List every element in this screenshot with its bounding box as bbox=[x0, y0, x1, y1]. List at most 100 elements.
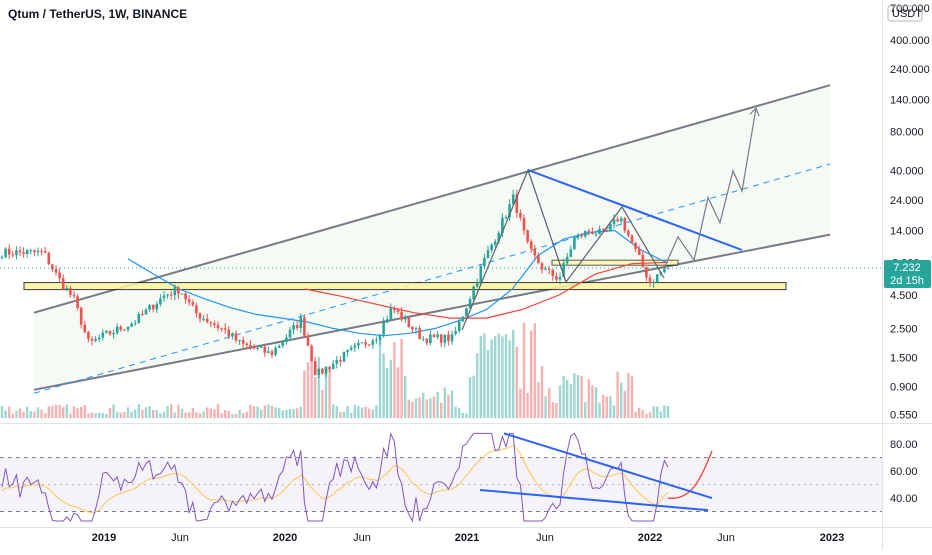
candle-body bbox=[119, 326, 123, 330]
candle-body bbox=[313, 361, 317, 375]
resistance-zone-box[interactable] bbox=[551, 259, 679, 266]
candle-body bbox=[418, 328, 421, 339]
descending-trendline[interactable] bbox=[527, 169, 743, 251]
volume-bar bbox=[346, 406, 349, 418]
channel-lower-line[interactable] bbox=[33, 233, 831, 391]
volume-bar bbox=[238, 409, 241, 418]
volume-bar bbox=[8, 406, 11, 418]
candle-body bbox=[360, 342, 364, 344]
volume-bar bbox=[213, 409, 216, 418]
rsi-line bbox=[1, 431, 669, 523]
candle-body bbox=[195, 305, 198, 314]
candle-body bbox=[594, 234, 598, 235]
price-tick-label: 2.500 bbox=[890, 323, 918, 335]
candle-body bbox=[555, 276, 558, 280]
chart-title: Qtum / TetherUS, 1W, BINANCE bbox=[8, 7, 188, 21]
rsi-descending-trendline[interactable] bbox=[503, 432, 713, 500]
volume-bar bbox=[483, 333, 486, 418]
volume-bar bbox=[33, 411, 36, 418]
volume-bar bbox=[443, 387, 446, 418]
rsi-support-trendline[interactable] bbox=[479, 488, 709, 512]
volume-bar bbox=[281, 410, 284, 418]
volume-bar bbox=[101, 413, 104, 418]
volume-bar bbox=[594, 387, 598, 418]
candle-body bbox=[645, 267, 648, 278]
support-zone-box[interactable] bbox=[23, 282, 787, 291]
candle-body bbox=[277, 345, 281, 348]
candle-body bbox=[216, 324, 220, 328]
candle-body bbox=[33, 250, 36, 253]
candle-body bbox=[94, 339, 97, 341]
volume-bar bbox=[231, 414, 234, 418]
candle-body bbox=[18, 250, 22, 253]
candle-body bbox=[576, 234, 580, 238]
volume-bar bbox=[357, 406, 360, 418]
volume-bar bbox=[51, 405, 54, 418]
candle-body bbox=[612, 219, 616, 225]
volume-bar bbox=[314, 377, 317, 418]
parallel-channel bbox=[33, 84, 831, 394]
price-pane[interactable] bbox=[0, 0, 882, 422]
volume-bar bbox=[288, 409, 292, 418]
rsi-tick-label: 60.00 bbox=[890, 466, 918, 478]
volume-bar bbox=[522, 322, 526, 418]
volume-bar bbox=[324, 366, 328, 418]
volume-bar bbox=[54, 404, 58, 418]
price-tick-label: 4.500 bbox=[890, 290, 918, 302]
candle-body bbox=[274, 347, 277, 355]
volume-bar bbox=[479, 335, 482, 418]
volume-bar bbox=[18, 408, 22, 418]
volume-bar bbox=[0, 406, 4, 418]
candle-body bbox=[317, 368, 321, 375]
volume-bar bbox=[256, 406, 259, 418]
candle-body bbox=[475, 281, 479, 287]
candle-body bbox=[454, 331, 457, 335]
candle-body bbox=[151, 305, 155, 310]
rsi-projection[interactable] bbox=[667, 450, 713, 499]
candle-body bbox=[65, 288, 69, 290]
rsi-pane[interactable] bbox=[0, 425, 882, 525]
candle-body bbox=[493, 241, 497, 245]
candle-body bbox=[169, 294, 173, 296]
volume-bar bbox=[292, 409, 295, 418]
volume-bar bbox=[620, 382, 623, 418]
candle-body bbox=[342, 351, 346, 362]
rsi-band-fill bbox=[0, 457, 882, 512]
candle-body bbox=[526, 230, 529, 242]
candle-body bbox=[159, 298, 162, 305]
volume-bar bbox=[476, 353, 479, 418]
candle-body bbox=[252, 347, 256, 349]
candle-body bbox=[400, 311, 403, 320]
volume-bar bbox=[389, 359, 392, 418]
volume-bar bbox=[364, 406, 367, 418]
volume-bar bbox=[220, 413, 223, 418]
candle-body bbox=[87, 331, 90, 339]
candle-body bbox=[432, 334, 436, 338]
candle-body bbox=[429, 334, 432, 343]
candle-body bbox=[551, 269, 555, 276]
candle-body bbox=[468, 299, 472, 309]
volume-bar bbox=[76, 408, 79, 418]
volume-bar bbox=[436, 391, 439, 418]
volume-bar bbox=[195, 412, 198, 418]
volume-bar bbox=[177, 404, 180, 418]
channel-upper-line[interactable] bbox=[33, 84, 831, 314]
currency-box[interactable] bbox=[887, 5, 923, 22]
volume-bar bbox=[332, 404, 335, 418]
candle-body bbox=[144, 309, 148, 315]
volume-bar bbox=[98, 412, 101, 418]
candle-body bbox=[166, 294, 169, 296]
volume-bar bbox=[602, 394, 605, 418]
candle-body bbox=[267, 351, 270, 353]
candle-body bbox=[425, 338, 429, 343]
projection-path[interactable] bbox=[663, 108, 757, 269]
candle-body bbox=[375, 339, 378, 341]
price-tick-label: 0.550 bbox=[890, 410, 918, 422]
volume-bar bbox=[224, 409, 227, 418]
time-tick-label: Jun bbox=[353, 532, 371, 544]
volume-bar bbox=[425, 399, 428, 418]
pattern-zigzag[interactable] bbox=[461, 168, 665, 331]
volume-bar bbox=[317, 357, 320, 418]
candle-body bbox=[25, 250, 29, 254]
